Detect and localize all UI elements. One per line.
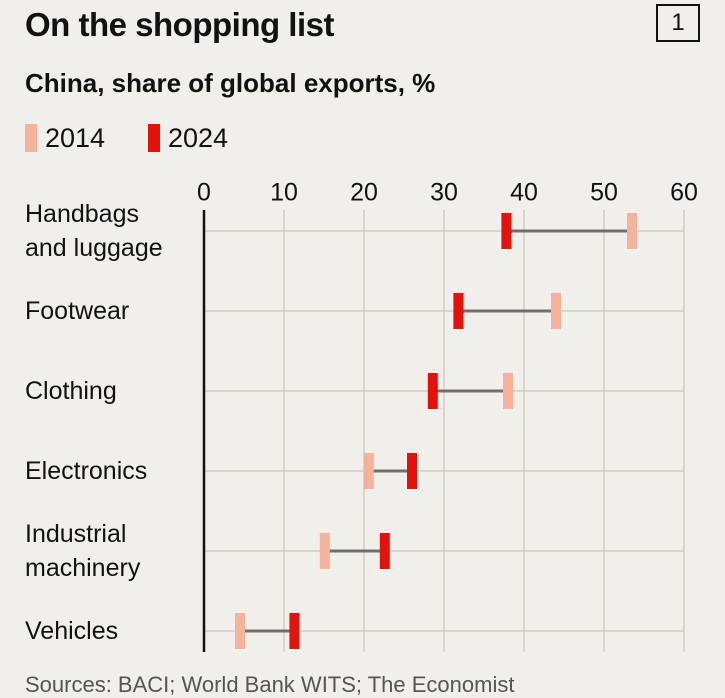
- dot: [235, 613, 245, 649]
- dot: [501, 213, 512, 249]
- legend-swatch: [25, 124, 37, 152]
- x-tick-label: 10: [270, 179, 298, 207]
- x-tick-label: 0: [197, 179, 211, 207]
- dot: [319, 533, 330, 569]
- category-label: Handbags and luggage: [25, 200, 163, 262]
- chart-subtitle: China, share of global exports, %: [25, 68, 436, 98]
- dot: [427, 373, 438, 409]
- chart-title: On the shopping list: [25, 6, 334, 43]
- chart-number: 1: [656, 4, 700, 42]
- legend-item: 2024: [148, 122, 228, 154]
- legend-label: 2024: [168, 122, 229, 153]
- dot: [551, 293, 561, 329]
- category-label: Footwear: [25, 297, 130, 325]
- legend-label: 2014: [45, 122, 106, 153]
- category-label: Electronics: [25, 457, 148, 485]
- x-tick-label: 30: [430, 179, 458, 207]
- dot: [453, 293, 464, 329]
- category-label: Clothing: [25, 377, 117, 405]
- legend-swatch: [148, 124, 160, 152]
- category-label: Industrial machinery: [25, 520, 141, 582]
- legend-item: 2014: [25, 122, 105, 154]
- dot: [407, 453, 417, 489]
- dot: [379, 533, 390, 569]
- dot: [289, 613, 300, 649]
- category-label: Vehicles: [25, 617, 119, 645]
- x-tick-label: 40: [510, 179, 538, 207]
- dot: [627, 213, 637, 249]
- dot: [503, 373, 513, 409]
- x-tick-label: 20: [350, 179, 378, 207]
- x-tick-label: 60: [670, 179, 698, 207]
- dot: [363, 453, 374, 489]
- x-tick-label: 50: [590, 179, 618, 207]
